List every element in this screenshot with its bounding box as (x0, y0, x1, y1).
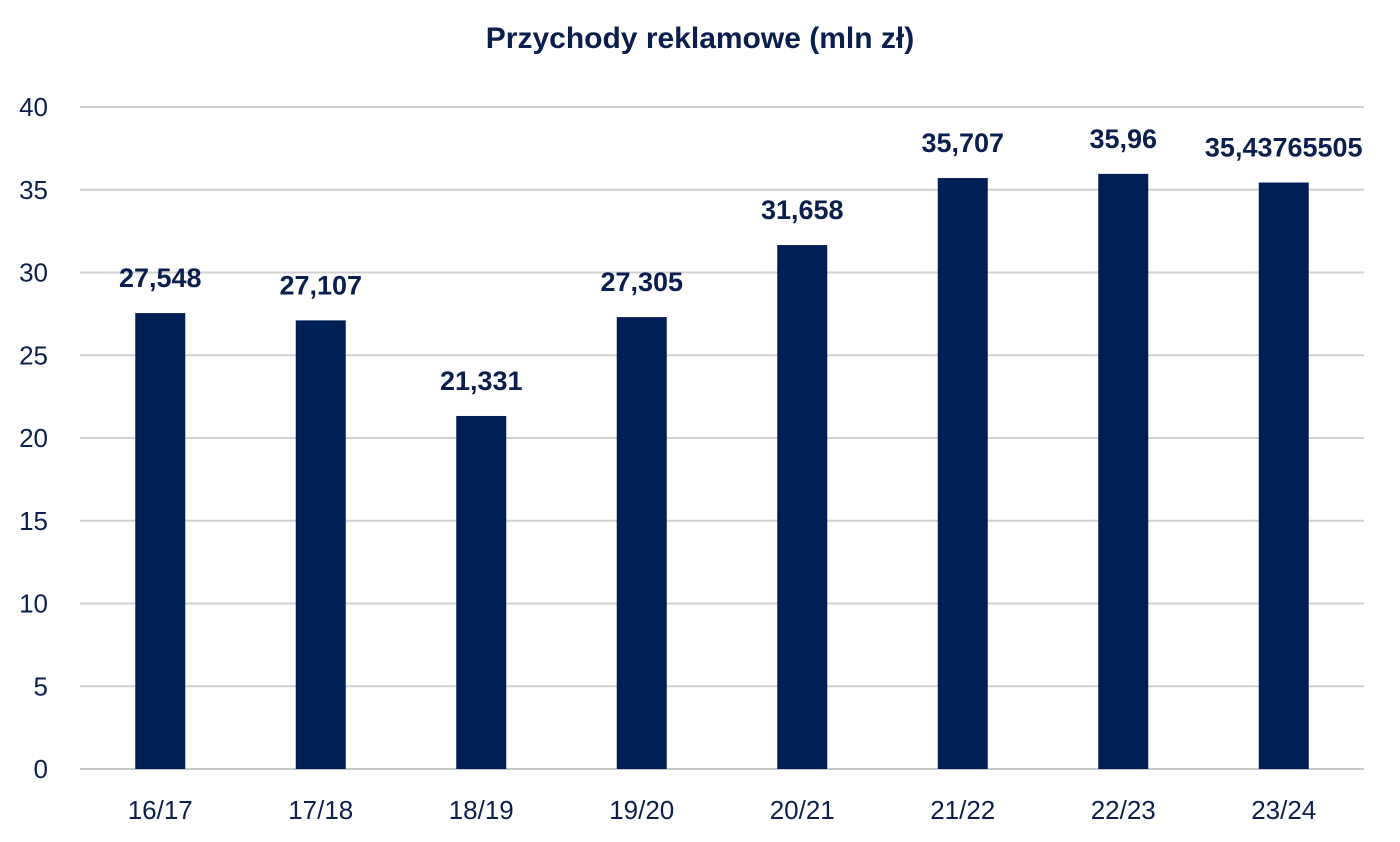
x-tick-label: 18/19 (449, 795, 514, 825)
y-tick-label: 30 (19, 258, 48, 288)
x-tick-label: 20/21 (770, 795, 835, 825)
x-tick-label: 16/17 (128, 795, 193, 825)
bar (295, 320, 346, 769)
bar (777, 245, 828, 769)
y-tick-label: 5 (34, 671, 48, 701)
bar (135, 313, 186, 769)
bar (456, 415, 507, 769)
bar (937, 178, 988, 770)
y-tick-label: 40 (19, 92, 48, 122)
x-tick-label: 22/23 (1091, 795, 1156, 825)
data-label: 27,548 (119, 263, 202, 293)
bar (1098, 173, 1149, 769)
y-tick-label: 10 (19, 589, 48, 619)
chart-title: Przychody reklamowe (mln zł) (485, 22, 915, 55)
data-label: 31,658 (761, 195, 844, 225)
y-tick-label: 35 (19, 175, 48, 205)
x-tick-label: 17/18 (288, 795, 353, 825)
data-label: 27,305 (600, 267, 683, 297)
data-label: 35,707 (921, 128, 1004, 158)
x-tick-label: 19/20 (609, 795, 674, 825)
y-tick-label: 20 (19, 423, 48, 453)
data-label: 21,331 (440, 366, 523, 396)
x-tick-label: 23/24 (1251, 795, 1316, 825)
y-tick-label: 15 (19, 506, 48, 536)
x-tick-label: 21/22 (930, 795, 995, 825)
y-tick-label: 25 (19, 340, 48, 370)
bar (1258, 182, 1309, 769)
y-tick-label: 0 (34, 754, 48, 784)
data-label: 35,96 (1089, 124, 1157, 154)
data-label: 35,43765505 (1205, 133, 1363, 163)
data-label: 27,107 (279, 270, 362, 300)
bar (616, 317, 667, 769)
